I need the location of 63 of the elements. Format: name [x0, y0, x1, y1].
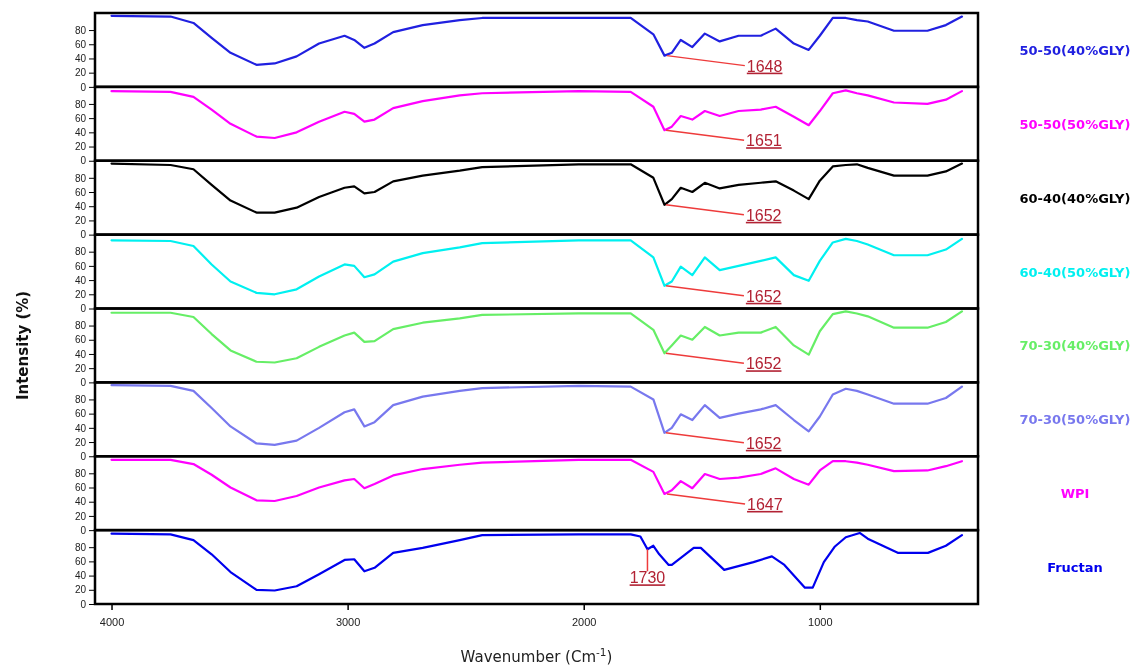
y-tick-label: 0 [80, 303, 87, 315]
annotation: 1652 [745, 434, 782, 452]
text: 70-30(40%GLY) [1019, 338, 1131, 354]
annotation: 1652 [745, 206, 782, 224]
y-tick-label: 80 [74, 320, 87, 332]
y-tick-label: 40 [74, 200, 87, 212]
y-tick-label: 60 [74, 482, 87, 494]
y-tick-label: 20 [74, 362, 87, 374]
x-tick-label: 4000 [99, 616, 125, 629]
y-tick-label: 40 [74, 422, 87, 434]
y-tick-label: 20 [74, 141, 87, 153]
y-tick-label: 20 [74, 510, 87, 522]
y-axis-title: Intensity (%) [14, 290, 32, 401]
text: 50-50(50%GLY) [1019, 116, 1131, 132]
y-tick-label: 0 [80, 450, 87, 462]
text: WPI [1060, 486, 1090, 502]
y-tick-label: 80 [74, 246, 87, 258]
y-tick-label: 60 [74, 186, 87, 198]
x-tick-label: 1000 [808, 616, 833, 629]
y-tick-label: 20 [74, 288, 87, 300]
y-tick-label: 40 [74, 348, 87, 360]
y-tick-label: 40 [74, 274, 87, 286]
text: 70-30(50%GLY) [1019, 412, 1131, 428]
line-series [110, 531, 964, 592]
y-tick-label: 60 [74, 260, 87, 272]
y-tick-label: 40 [74, 496, 87, 508]
annotation: 1652 [745, 355, 782, 373]
y-tick-label: 80 [74, 468, 87, 479]
text: 50-50(40%GLY) [1019, 42, 1131, 58]
annotation: 1648 [746, 57, 783, 75]
text: Fructan [1047, 560, 1103, 576]
y-tick-label: 20 [74, 436, 87, 448]
y-tick-label: 0 [80, 81, 87, 93]
y-tick-label: 80 [74, 172, 87, 184]
y-tick-label: 40 [74, 53, 87, 65]
y-tick-label: 80 [74, 24, 87, 36]
text: 60-40(50%GLY) [1019, 264, 1131, 280]
y-tick-label: 0 [80, 377, 87, 389]
y-tick-label: 0 [80, 524, 87, 536]
y-tick-label: 40 [74, 127, 87, 139]
y-tick-label: 0 [80, 155, 87, 167]
text: 60-40(40%GLY) [1019, 190, 1131, 206]
y-tick-label: 60 [74, 556, 87, 568]
x-tick-label: 3000 [335, 616, 361, 629]
y-tick-label: 80 [74, 541, 87, 553]
annotation: 1651 [746, 132, 782, 150]
x-tick-label: 2000 [571, 616, 597, 629]
y-tick-label: 60 [74, 408, 87, 420]
y-tick-label: 0 [80, 598, 87, 610]
y-tick-label: 80 [74, 98, 87, 110]
y-tick-label: 60 [74, 112, 87, 124]
y-tick-label: 20 [74, 215, 87, 227]
y-tick-label: 20 [74, 67, 87, 79]
y-tick-label: 20 [74, 584, 87, 596]
x-axis-title: Wavenumber (Cm$^{-1}$) [460, 646, 613, 666]
y-tick-label: 60 [74, 38, 87, 50]
annotation: 1652 [745, 287, 782, 305]
annotation: 1647 [747, 495, 783, 513]
y-tick-label: 40 [74, 570, 87, 582]
y-tick-label: 80 [74, 394, 87, 406]
annotation: 1730 [629, 569, 666, 587]
y-tick-label: 0 [80, 229, 87, 241]
y-tick-label: 60 [74, 334, 87, 346]
